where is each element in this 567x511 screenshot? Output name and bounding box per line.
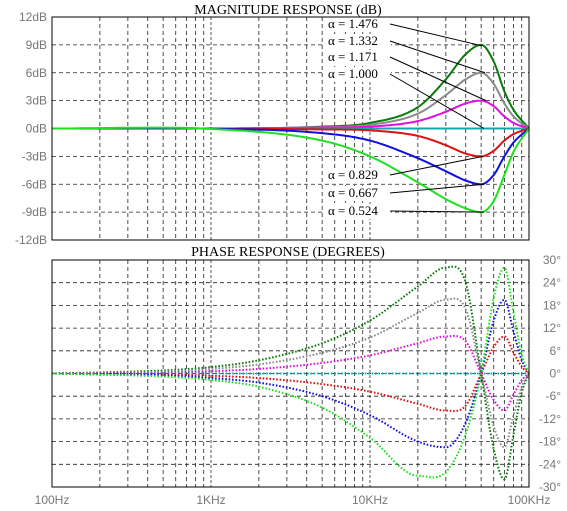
legend-label-background (325, 17, 391, 32)
magnitude-y-tick-label: 3dB (26, 94, 47, 108)
legend-label: α = 0.667 (328, 185, 378, 200)
magnitude-y-tick-label: -9dB (22, 205, 47, 219)
magnitude-series-line-6 (52, 126, 530, 214)
phase-y-tick-label: 18° (543, 298, 561, 312)
legend-label-background (325, 186, 391, 201)
magnitude-y-tick-label: 6dB (26, 66, 47, 80)
legend-leader-line (389, 155, 484, 176)
legend-label: α = 0.524 (328, 203, 378, 218)
phase-series-line-4 (52, 335, 530, 413)
magnitude-y-ticks: 12dB 9dB 6dB 3dB 0dB -3dB -6dB -9dB -12dB (15, 10, 47, 247)
phase-y-tick-label: 0° (550, 367, 562, 381)
legend-label-background (325, 204, 391, 219)
x-tick-label: 100KHz (508, 493, 551, 507)
phase-y-tick-label: -24° (539, 457, 561, 471)
magnitude-series-line-2 (52, 99, 530, 130)
phase-chart: PHASE RESPONSE (DEGREES) 30° 24° 18° 12° 6° 0… (35, 245, 562, 507)
x-tick-label: 100Hz (35, 493, 70, 507)
phase-y-tick-label: 30° (543, 253, 561, 267)
legend-leader-line (389, 40, 486, 74)
phase-y-tick-label: 12° (543, 321, 561, 335)
legend-leader-line (389, 23, 483, 47)
magnitude-y-tick-label: 9dB (26, 38, 47, 52)
magnitude-y-tick-label: 0dB (26, 122, 47, 136)
x-tick-label: 1KHz (196, 493, 225, 507)
phase-series-line-2 (52, 334, 530, 412)
phase-y-tick-label: 24° (543, 276, 561, 290)
legend-label: α = 1.332 (328, 33, 378, 48)
phase-grid (52, 260, 529, 487)
legend-leader-line (389, 73, 485, 129)
magnitude-series-line-5 (52, 127, 530, 186)
magnitude-series (52, 43, 530, 214)
magnitude-chart: MAGNITUDE RESPONSE (dB) 12dB 9dB 6dB 3dB 0dB… (15, 3, 530, 247)
magnitude-chart-title: MAGNITUDE RESPONSE (dB) (194, 3, 382, 18)
magnitude-series-line-4 (52, 127, 530, 158)
legend-label: α = 1.000 (328, 66, 378, 81)
legend-label: α = 0.829 (328, 167, 378, 182)
legend-label: α = 1.171 (328, 49, 378, 64)
phase-y-tick-label: -30° (539, 480, 561, 494)
phase-y-tick-label: -12° (539, 412, 561, 426)
magnitude-y-tick-label: -12dB (15, 233, 47, 247)
legend-label-background (325, 67, 391, 82)
phase-series (51, 265, 530, 481)
magnitude-y-tick-label: -6dB (22, 177, 47, 191)
phase-y-tick-label: -18° (539, 435, 561, 449)
legend-label: α = 1.476 (328, 16, 378, 31)
magnitude-y-tick-label: 12dB (19, 10, 47, 24)
legend-label-background (325, 50, 391, 65)
magnitude-y-tick-label: -3dB (22, 149, 47, 163)
phase-y-tick-label: 6° (550, 344, 562, 358)
phase-y-tick-label: -6° (546, 389, 562, 403)
phase-x-ticks: 100Hz 1KHz 10KHz 100KHz (35, 493, 551, 507)
legend-leader-line (389, 56, 487, 102)
phase-series-line-1 (52, 297, 530, 449)
phase-y-ticks: 30° 24° 18° 12° 6° 0° -6° -12° -18° -24° -30° (539, 253, 561, 494)
legend-label-background (325, 34, 391, 49)
legend-leader-line (389, 210, 485, 213)
legend-label-background (325, 168, 391, 183)
x-tick-label: 10KHz (352, 493, 388, 507)
legend-leader-line (389, 183, 485, 194)
phase-chart-title: PHASE RESPONSE (DEGREES) (191, 245, 385, 260)
magnitude-plot-frame (51, 16, 530, 241)
phase-plot-frame (51, 259, 530, 488)
